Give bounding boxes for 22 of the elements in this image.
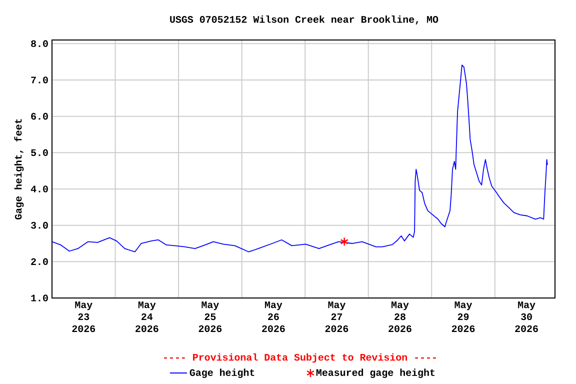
x-tick-label: May 30 2026 bbox=[515, 302, 538, 332]
chart-title: USGS 07052152 Wilson Creek near Brookline, MO bbox=[170, 16, 438, 24]
y-tick-label: 3.0 bbox=[30, 222, 48, 229]
x-tick-label: May 25 2026 bbox=[198, 302, 222, 332]
text: ---- Provisional Data Subject to Revision ---- bbox=[164, 353, 436, 363]
x-tick-label: May 24 2026 bbox=[136, 302, 158, 332]
y-tick-label: 1.0 bbox=[31, 294, 48, 302]
line-series bbox=[52, 64, 548, 252]
legend-label: Gage height bbox=[190, 368, 254, 378]
x-tick-label: May 27 2026 bbox=[325, 302, 348, 332]
y-tick-label: 4.0 bbox=[30, 186, 48, 192]
x-tick-label: May 28 2026 bbox=[388, 302, 412, 332]
y-tick-label: 8.0 bbox=[31, 40, 48, 48]
x-tick-label: May 26 2026 bbox=[262, 302, 285, 332]
x-tick-label: May 23 2026 bbox=[72, 302, 96, 332]
y-tick-label: 6.0 bbox=[31, 112, 48, 120]
legend-label: Measured gage height bbox=[316, 368, 435, 378]
y-tick-label: 5.0 bbox=[31, 149, 48, 156]
y-tick-label: 2.0 bbox=[31, 258, 48, 266]
y-tick-label: 7.0 bbox=[31, 76, 48, 84]
y-axis-title: Gage height, feet bbox=[14, 119, 24, 220]
x-tick-label: May 29 2026 bbox=[452, 302, 475, 332]
